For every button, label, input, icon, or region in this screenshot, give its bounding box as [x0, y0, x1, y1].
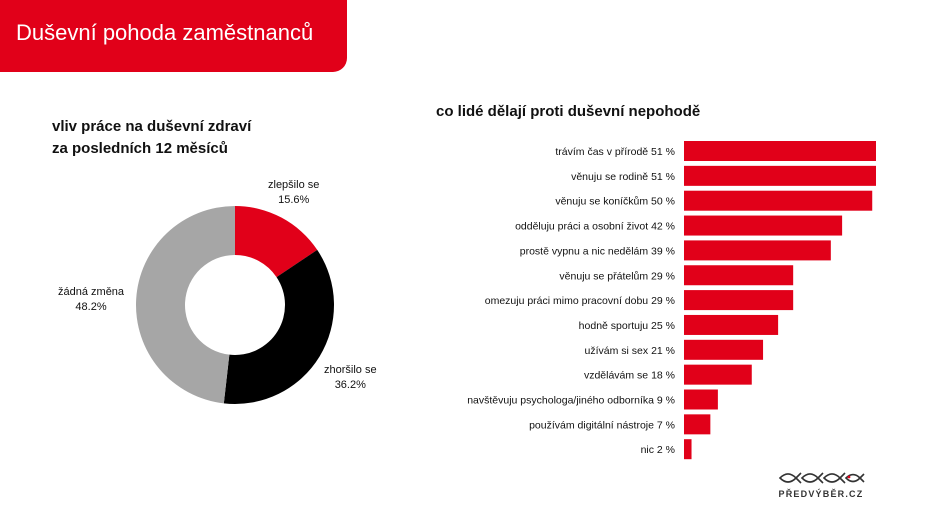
bar-label: nic 2 %: [641, 444, 675, 456]
bar: [684, 190, 873, 211]
slice-label-no-change: žádná změna 48.2%: [58, 286, 125, 313]
bar-label: věnuju se koníčkům 50 %: [555, 196, 675, 208]
slice-label-worsened: zhoršilo se 36.2%: [324, 364, 377, 391]
bar: [684, 414, 711, 435]
bar: [684, 389, 718, 410]
bar-label: věnuju se rodině 51 %: [571, 171, 675, 183]
bar: [684, 339, 764, 360]
logo-text: PŘEDVÝBĚR.CZ: [778, 489, 864, 499]
bar: [684, 165, 876, 186]
donut-chart-title: vliv práce na duševní zdraví za poslední…: [52, 116, 251, 160]
slice-no-change: [136, 206, 235, 404]
bar: [684, 215, 843, 236]
bar-label: věnuju se přátelům 29 %: [559, 270, 675, 282]
bar-label: vzdělávám se 18 %: [584, 370, 675, 382]
donut-title-line-1: vliv práce na duševní zdraví: [52, 118, 252, 135]
brand-logo: PŘEDVÝBĚR.CZ: [776, 468, 866, 504]
bar-label: omezuju práci mimo pracovní dobu 29 %: [485, 295, 675, 307]
bar: [684, 364, 752, 385]
bar: [684, 265, 794, 286]
fish-logo-icon: [778, 472, 865, 484]
bar-label: prostě vypnu a nic nedělám 39 %: [520, 245, 675, 257]
bar: [684, 141, 876, 161]
bar-label: hodně sportuju 25 %: [579, 320, 675, 332]
bar-label: odděluju práci a osobní život 42 %: [515, 221, 675, 233]
bar-label: užívám si sex 21 %: [585, 345, 675, 357]
bar-label: trávím čas v přírodě 51 %: [555, 146, 675, 158]
bar-chart-title: co lidé dělají proti duševní nepohodě: [436, 103, 701, 120]
page-title: Duševní pohoda zaměstnanců: [16, 20, 314, 45]
bar: [684, 439, 692, 460]
bar-label: navštěvuju psychologa/jiného odborníka 9…: [467, 395, 675, 407]
bar: [684, 290, 794, 311]
bar: [684, 314, 779, 335]
slice-improved: [235, 206, 318, 278]
slice-worsened: [223, 249, 334, 404]
slice-label-improved: zlepšilo se 15.6%: [268, 179, 320, 206]
donut-title-line-2: za posledních 12 měsíců: [52, 140, 228, 157]
bar-label: používám digitální nástroje 7 %: [529, 419, 675, 431]
header-banner: Duševní pohoda zaměstnanců: [0, 0, 347, 72]
bar: [684, 240, 831, 261]
